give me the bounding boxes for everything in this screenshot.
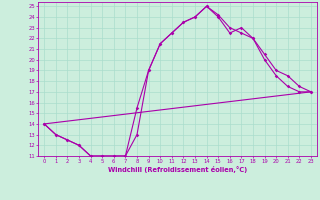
X-axis label: Windchill (Refroidissement éolien,°C): Windchill (Refroidissement éolien,°C) xyxy=(108,166,247,173)
